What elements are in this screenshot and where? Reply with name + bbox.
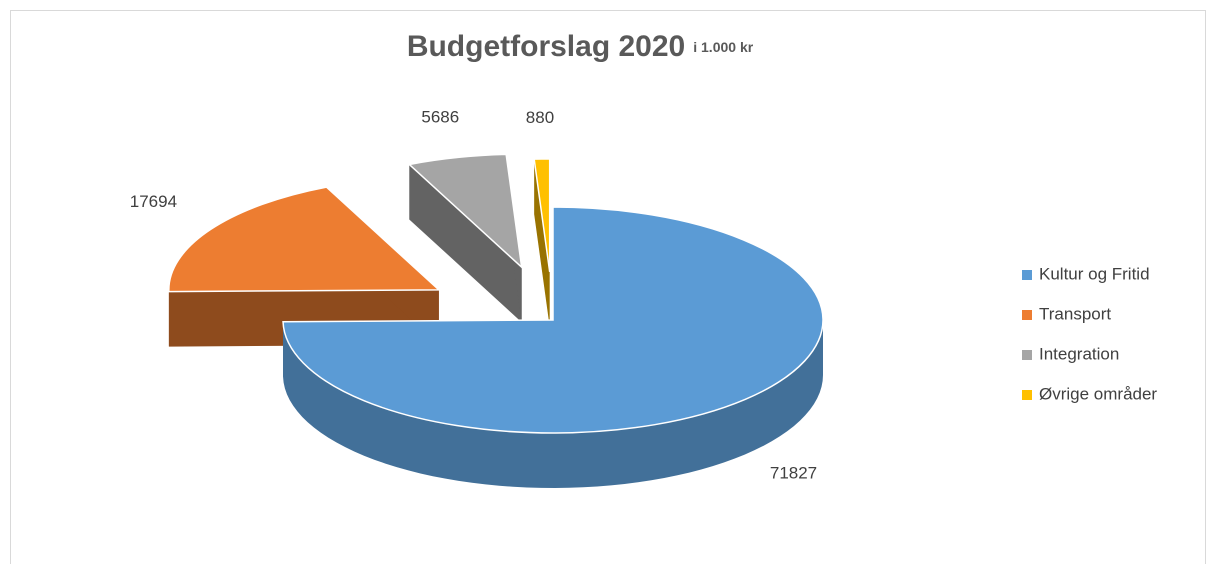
slice-top — [282, 206, 824, 434]
slice-top — [533, 158, 551, 272]
legend-swatch — [1022, 350, 1032, 360]
legend-label: Transport — [1039, 304, 1111, 323]
data-label: 880 — [526, 108, 554, 127]
slice — [407, 153, 523, 323]
slice-top — [168, 186, 441, 293]
slice-cut-face — [534, 159, 550, 327]
slice-side — [283, 320, 823, 488]
legend-label: Øvrige områder — [1039, 384, 1157, 403]
chart-title-group: Budgetforslag 2020 i 1.000 kr — [407, 30, 754, 63]
data-label: 71827 — [770, 464, 817, 483]
legend-swatch — [1022, 310, 1032, 320]
slice-top — [407, 153, 523, 270]
chart-title: Budgetforslag 2020 — [407, 30, 685, 63]
legend-swatch — [1022, 390, 1032, 400]
chart-subtitle: i 1.000 kr — [693, 39, 753, 55]
data-label: 5686 — [421, 108, 459, 127]
slice-cut-face — [409, 164, 522, 323]
legend-label: Kultur og Fritid — [1039, 264, 1150, 283]
slice — [282, 206, 824, 488]
slice — [168, 186, 441, 347]
legend-label: Integration — [1039, 344, 1119, 363]
data-label: 17694 — [130, 192, 177, 211]
slice — [533, 158, 551, 327]
legend-swatch — [1022, 270, 1032, 280]
